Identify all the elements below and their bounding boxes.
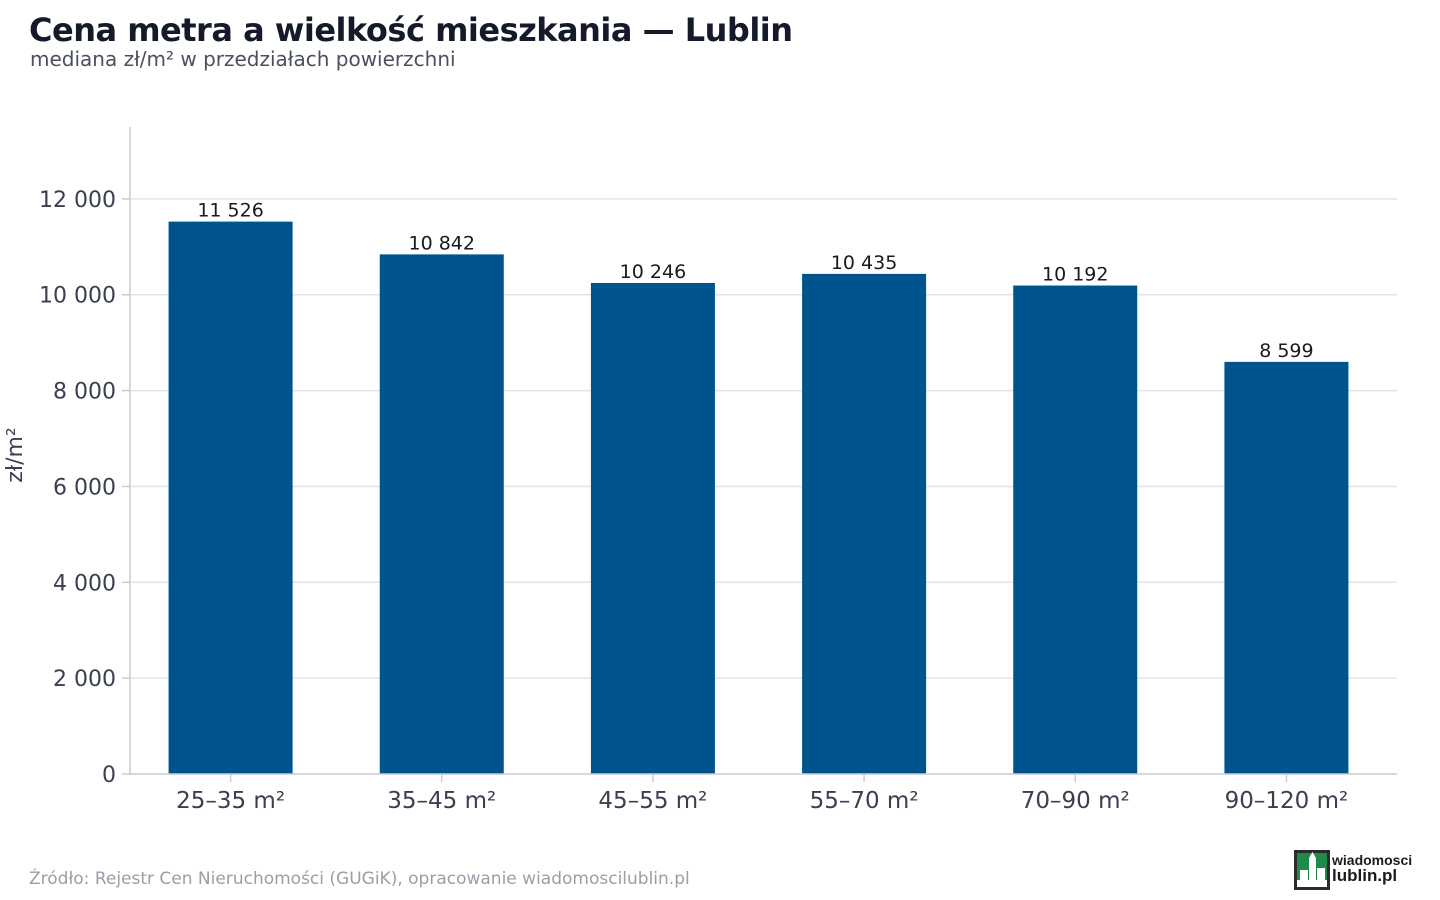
logo-line1: wiadomosci [1332,852,1413,868]
bar [379,254,504,775]
x-tick-label: 35–45 m² [387,788,496,814]
bar-value-label: 11 526 [197,200,263,222]
x-tick-label: 25–35 m² [176,788,285,814]
bars [168,221,1349,775]
x-tick-label: 55–70 m² [810,788,919,814]
source-note: Źródło: Rejestr Cen Nieruchomości (GUGiK… [29,869,690,889]
y-tick-label: 4 000 [53,571,116,596]
value-labels: 11 526 10 842 10 246 10 435 10 192 8 599 [197,200,1313,362]
bar-value-label: 10 192 [1042,264,1108,286]
chart-title: Cena metra a wielkość mieszkania — Lubli… [29,11,793,49]
y-tick-label: 10 000 [39,284,116,309]
bar [802,273,927,774]
bar-value-label: 10 842 [409,232,475,254]
bar-value-label: 8 599 [1259,340,1313,362]
y-tick-label: 8 000 [53,380,116,405]
y-axis-label: zł/m² [3,427,28,482]
y-tick-label: 0 [102,763,116,788]
bar [1224,361,1349,774]
bar [168,221,293,774]
chart-subtitle: mediana zł/m² w przedziałach powierzchni [30,47,456,71]
bar [1013,285,1138,774]
logo-icon [1294,850,1330,890]
publisher-logo: wiadomosci lublin.pl [1294,850,1414,890]
x-tick-label: 70–90 m² [1021,788,1130,814]
bar-value-label: 10 246 [620,261,686,283]
x-tick-label: 90–120 m² [1225,788,1349,814]
bar [590,282,715,774]
y-tick-label: 12 000 [39,188,116,213]
y-tick-label: 6 000 [53,475,116,500]
y-tick-label: 2 000 [53,667,116,692]
bar-value-label: 10 435 [831,252,897,274]
grid-lines [130,198,1397,679]
axes: 0 2 000 4 000 6 000 8 000 10 000 12 000 25–35 m… [39,127,1397,814]
x-tick-label: 45–55 m² [598,788,707,814]
logo-line2: lublin.pl [1332,866,1398,885]
